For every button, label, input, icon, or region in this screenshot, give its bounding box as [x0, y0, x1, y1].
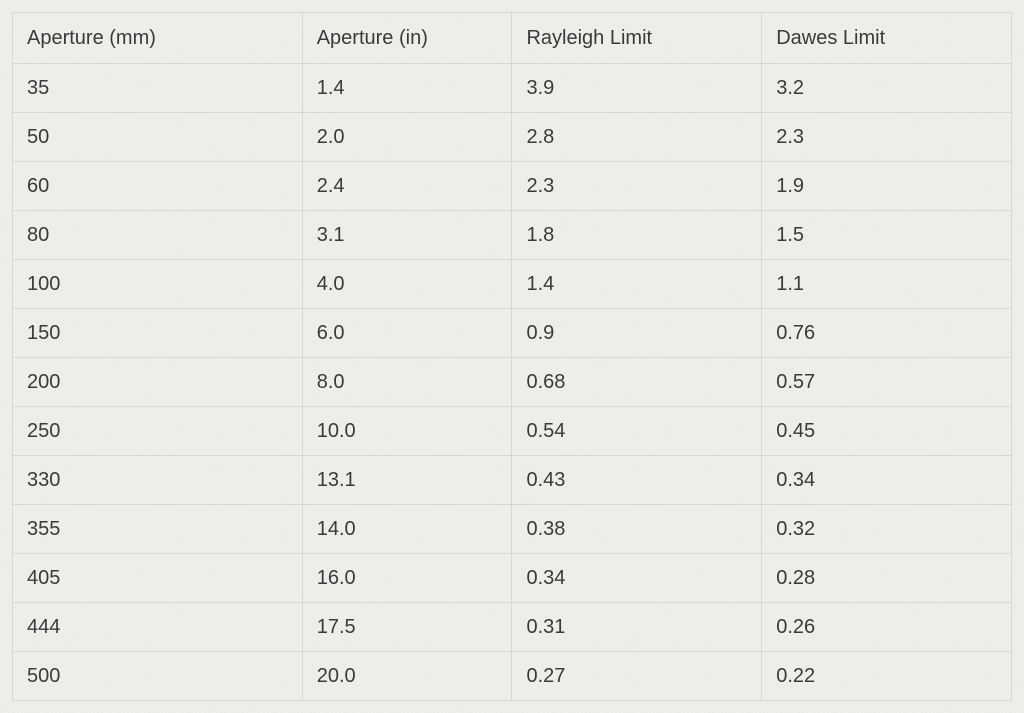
cell-dawes: 0.45 [762, 407, 1012, 456]
cell-aperture-in: 4.0 [302, 260, 512, 309]
table-row: 150 6.0 0.9 0.76 [13, 309, 1012, 358]
cell-aperture-in: 2.4 [302, 162, 512, 211]
cell-aperture-mm: 355 [13, 505, 303, 554]
cell-dawes: 1.1 [762, 260, 1012, 309]
table-row: 355 14.0 0.38 0.32 [13, 505, 1012, 554]
cell-dawes: 1.9 [762, 162, 1012, 211]
cell-aperture-mm: 80 [13, 211, 303, 260]
cell-dawes: 0.22 [762, 652, 1012, 701]
cell-aperture-mm: 35 [13, 64, 303, 113]
table-header-row: Aperture (mm) Aperture (in) Rayleigh Lim… [13, 13, 1012, 64]
cell-rayleigh: 1.8 [512, 211, 762, 260]
cell-aperture-in: 13.1 [302, 456, 512, 505]
col-header-aperture-mm: Aperture (mm) [13, 13, 303, 64]
cell-rayleigh: 0.68 [512, 358, 762, 407]
cell-dawes: 2.3 [762, 113, 1012, 162]
cell-aperture-in: 10.0 [302, 407, 512, 456]
cell-rayleigh: 1.4 [512, 260, 762, 309]
table-row: 50 2.0 2.8 2.3 [13, 113, 1012, 162]
cell-aperture-in: 14.0 [302, 505, 512, 554]
cell-rayleigh: 0.38 [512, 505, 762, 554]
cell-rayleigh: 0.27 [512, 652, 762, 701]
cell-aperture-in: 6.0 [302, 309, 512, 358]
table-row: 250 10.0 0.54 0.45 [13, 407, 1012, 456]
cell-aperture-in: 20.0 [302, 652, 512, 701]
cell-aperture-mm: 200 [13, 358, 303, 407]
cell-dawes: 1.5 [762, 211, 1012, 260]
cell-rayleigh: 0.31 [512, 603, 762, 652]
cell-aperture-mm: 405 [13, 554, 303, 603]
cell-dawes: 3.2 [762, 64, 1012, 113]
table-row: 500 20.0 0.27 0.22 [13, 652, 1012, 701]
cell-rayleigh: 0.54 [512, 407, 762, 456]
table-row: 60 2.4 2.3 1.9 [13, 162, 1012, 211]
cell-aperture-mm: 150 [13, 309, 303, 358]
col-header-aperture-in: Aperture (in) [302, 13, 512, 64]
table-row: 35 1.4 3.9 3.2 [13, 64, 1012, 113]
cell-rayleigh: 3.9 [512, 64, 762, 113]
cell-aperture-in: 16.0 [302, 554, 512, 603]
cell-aperture-mm: 60 [13, 162, 303, 211]
cell-aperture-in: 8.0 [302, 358, 512, 407]
cell-aperture-mm: 500 [13, 652, 303, 701]
cell-aperture-mm: 50 [13, 113, 303, 162]
col-header-dawes-limit: Dawes Limit [762, 13, 1012, 64]
col-header-rayleigh-limit: Rayleigh Limit [512, 13, 762, 64]
cell-aperture-mm: 330 [13, 456, 303, 505]
table-row: 405 16.0 0.34 0.28 [13, 554, 1012, 603]
cell-dawes: 0.76 [762, 309, 1012, 358]
cell-rayleigh: 0.43 [512, 456, 762, 505]
cell-dawes: 0.32 [762, 505, 1012, 554]
cell-rayleigh: 2.3 [512, 162, 762, 211]
cell-rayleigh: 2.8 [512, 113, 762, 162]
cell-aperture-in: 1.4 [302, 64, 512, 113]
cell-aperture-mm: 100 [13, 260, 303, 309]
table-row: 444 17.5 0.31 0.26 [13, 603, 1012, 652]
cell-aperture-in: 2.0 [302, 113, 512, 162]
cell-aperture-mm: 444 [13, 603, 303, 652]
table-row: 200 8.0 0.68 0.57 [13, 358, 1012, 407]
cell-dawes: 0.34 [762, 456, 1012, 505]
cell-dawes: 0.28 [762, 554, 1012, 603]
cell-dawes: 0.26 [762, 603, 1012, 652]
cell-aperture-in: 17.5 [302, 603, 512, 652]
table-row: 100 4.0 1.4 1.1 [13, 260, 1012, 309]
table-row: 80 3.1 1.8 1.5 [13, 211, 1012, 260]
cell-aperture-mm: 250 [13, 407, 303, 456]
cell-dawes: 0.57 [762, 358, 1012, 407]
cell-rayleigh: 0.9 [512, 309, 762, 358]
aperture-limits-table: Aperture (mm) Aperture (in) Rayleigh Lim… [12, 12, 1012, 701]
table-row: 330 13.1 0.43 0.34 [13, 456, 1012, 505]
cell-aperture-in: 3.1 [302, 211, 512, 260]
cell-rayleigh: 0.34 [512, 554, 762, 603]
